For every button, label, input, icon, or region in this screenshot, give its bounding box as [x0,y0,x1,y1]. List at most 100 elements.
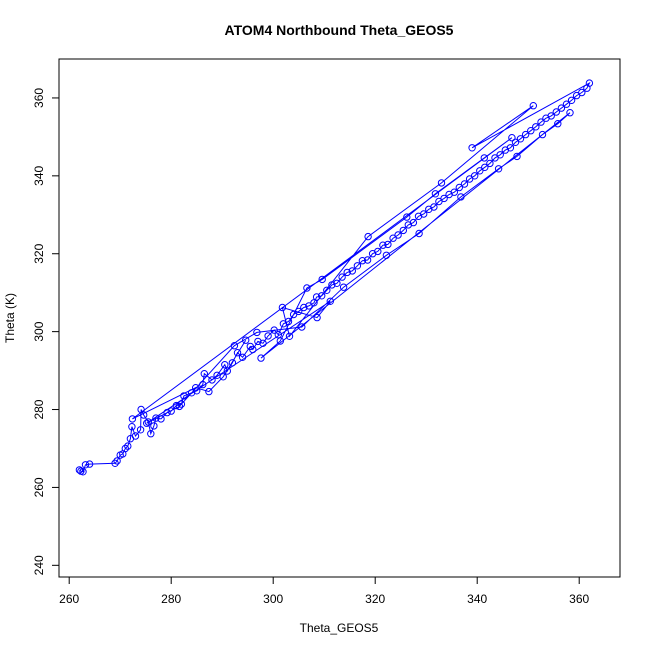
y-tick-label: 240 [32,555,46,575]
data-point [471,172,479,180]
x-tick-label: 260 [59,592,79,606]
data-point [312,293,321,301]
data-point [506,144,515,152]
x-tick-label: 320 [365,592,385,606]
data-point [358,257,367,265]
data-point [150,422,158,430]
data-point [177,400,186,408]
data-point [298,323,306,331]
data-point [221,361,229,369]
data-point [205,387,213,396]
data-point [415,229,423,238]
data-point [339,283,348,291]
data-point [113,457,121,465]
data-point [437,179,446,187]
data-point [147,430,155,438]
y-tick-label: 280 [32,399,46,419]
data-point [511,138,520,147]
data-point [476,167,484,175]
data-point [199,380,207,389]
data-point [313,313,321,322]
data-point [323,286,331,294]
data-point [242,336,250,344]
data-point [481,163,489,172]
data-point [480,154,488,162]
data-point [554,120,562,128]
plot-frame [58,58,621,578]
data-point [85,460,94,468]
data-point [455,183,463,192]
data-point [328,281,336,289]
data-point [193,387,201,395]
x-axis-label: Theta_GEOS5 [300,621,379,635]
data-point [111,459,119,467]
x-tick-label: 300 [263,592,283,606]
data-point [567,96,576,105]
data-point [508,134,516,142]
x-tick-label: 360 [569,592,589,606]
data-point [363,256,372,264]
data-point [521,130,530,139]
data-point [238,353,247,361]
data-point [537,118,545,126]
data-point [343,268,351,277]
y-tick-label: 260 [32,477,46,497]
data-point [192,384,200,392]
data-point [538,130,547,139]
chart-title: ATOM4 Northbound Theta_GEOS5 [225,22,454,38]
data-point [557,104,566,112]
data-point [486,159,494,168]
data-point [494,165,503,173]
data-point [527,127,535,135]
data-point [128,423,136,431]
data-point [384,240,392,249]
data-point [513,152,521,161]
data-point [585,79,594,87]
data-point [295,307,303,316]
data-point [420,210,428,218]
data-point [254,337,262,346]
data-point [516,135,525,143]
data-point [167,407,175,415]
data-point [562,100,571,108]
data-point [440,194,448,203]
data-point [578,88,586,97]
data-point [285,332,294,340]
data-point [465,175,474,183]
x-axis: 260 280 300 320 340 360 [59,576,590,606]
data-point [144,418,153,426]
data-point [180,392,188,400]
data-point [409,218,418,227]
data-point [303,284,311,292]
data-point [121,444,130,453]
data-point [81,461,90,469]
data-point [333,279,341,287]
data-point [172,401,181,410]
data-point [157,415,165,423]
data-point [399,226,407,235]
data-point [253,328,261,337]
data-point [136,426,145,434]
y-tick-label: 360 [32,88,46,108]
data-point [223,367,232,375]
data-point [208,376,216,384]
data-point [496,151,504,159]
data-point [457,193,465,201]
y-tick-label: 320 [32,243,46,263]
data-point [431,190,440,198]
data-point [233,349,242,357]
data-point [259,339,267,347]
data-point [284,317,293,326]
data-point [547,112,555,120]
y-tick-label: 300 [32,321,46,341]
data-point [187,389,196,397]
data-point [276,337,284,345]
data-point [532,123,540,131]
x-tick-label: 280 [161,592,181,606]
data-point [394,231,402,239]
data-point [566,109,574,117]
data-point [143,419,151,427]
data-point [131,432,140,440]
data-point [430,203,438,211]
